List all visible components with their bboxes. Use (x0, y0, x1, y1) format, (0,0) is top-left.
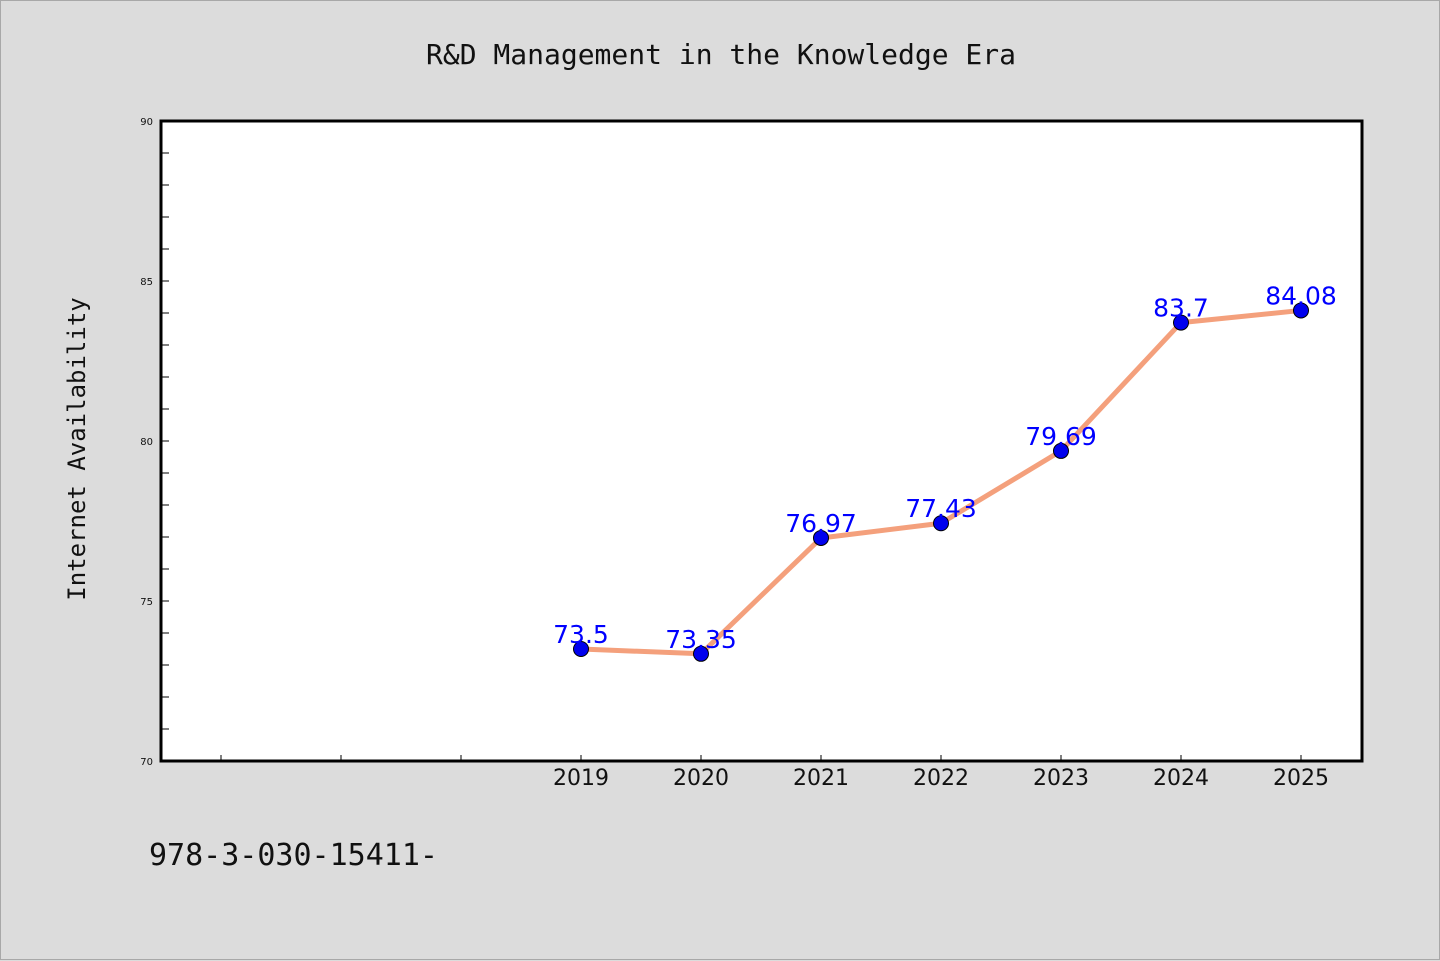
y-axis-label: Internet Availability (63, 297, 91, 600)
x-tick-label: 2019 (553, 766, 609, 791)
data-point (693, 645, 709, 662)
data-label: 79.69 (1025, 422, 1097, 451)
data-label: 73.5 (553, 620, 609, 649)
x-tick-label: 2022 (913, 766, 969, 791)
x-tick-label: 2020 (673, 766, 729, 791)
x-tick-label: 2025 (1273, 766, 1329, 791)
series-layer: 73.5 73.35 76.97 77.43 79.69 83.7 84.08 (553, 281, 1337, 662)
footer-text: 978-3-030-15411- (149, 838, 438, 873)
plot-area (161, 121, 1362, 761)
x-tick-label: 2023 (1033, 766, 1089, 791)
y-tick-label: 85 (140, 277, 153, 288)
x-tick-label: 2021 (793, 766, 849, 791)
y-tick-label: 75 (140, 597, 153, 608)
y-tick-label: 80 (140, 437, 153, 448)
data-point (1293, 302, 1309, 319)
plot-frame (159, 119, 1364, 763)
x-tick-label: 2024 (1153, 766, 1209, 791)
data-point (933, 515, 949, 532)
chart-title: R&D Management in the Knowledge Era (426, 38, 1016, 71)
y-tick-label: 70 (140, 757, 153, 768)
data-label: 77.43 (905, 494, 977, 523)
data-label: 83.7 (1153, 294, 1209, 323)
y-tick-label: 90 (140, 117, 153, 128)
data-label: 76.97 (785, 509, 857, 538)
data-point (1053, 442, 1069, 459)
data-point (813, 529, 829, 546)
data-point (573, 641, 589, 657)
data-point (1173, 314, 1189, 331)
data-label: 84.08 (1265, 281, 1337, 310)
data-label: 73.35 (665, 625, 737, 654)
